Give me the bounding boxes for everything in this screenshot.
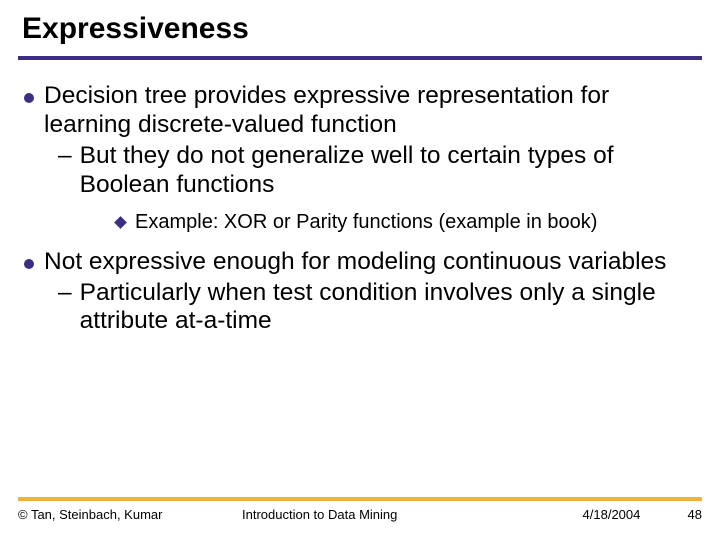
bullet-text: Example: XOR or Parity functions (exampl…	[135, 210, 597, 234]
footer-date: 4/18/2004	[583, 507, 641, 522]
bullet-item: Not expressive enough for modeling conti…	[24, 248, 702, 277]
dash-icon: –	[58, 279, 72, 308]
footer-page-number: 48	[668, 507, 702, 522]
bullet-text: But they do not generalize well to certa…	[80, 142, 702, 200]
slide-title: Expressiveness	[18, 12, 702, 46]
bullet-item: – Particularly when test condition invol…	[58, 279, 702, 337]
footer-row: © Tan, Steinbach, Kumar Introduction to …	[18, 507, 702, 522]
bullet-text: Particularly when test condition involve…	[80, 279, 702, 337]
title-underline	[18, 56, 702, 60]
slide-footer: © Tan, Steinbach, Kumar Introduction to …	[18, 497, 702, 522]
bullet-item: Decision tree provides expressive repres…	[24, 82, 702, 140]
footer-line	[18, 497, 702, 501]
bullet-dot-icon	[24, 259, 34, 269]
dash-icon: –	[58, 142, 72, 171]
footer-right: 4/18/2004 48	[572, 507, 702, 522]
bullet-item: – But they do not generalize well to cer…	[58, 142, 702, 200]
bullet-item: Example: XOR or Parity functions (exampl…	[116, 210, 702, 234]
footer-title: Introduction to Data Mining	[228, 507, 572, 522]
slide: Expressiveness Decision tree provides ex…	[0, 0, 720, 540]
bullet-text: Decision tree provides expressive repres…	[44, 82, 702, 140]
footer-copyright: © Tan, Steinbach, Kumar	[18, 507, 228, 522]
bullet-dot-icon	[24, 93, 34, 103]
bullet-text: Not expressive enough for modeling conti…	[44, 248, 666, 277]
diamond-icon	[114, 216, 127, 229]
slide-content: Decision tree provides expressive repres…	[18, 82, 702, 336]
